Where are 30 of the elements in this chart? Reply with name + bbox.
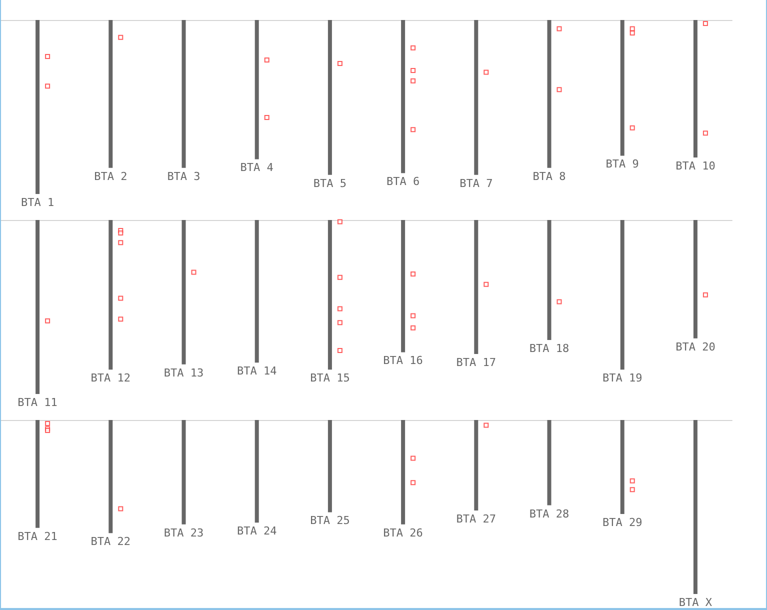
x-tick-label: BTA 21 bbox=[18, 530, 58, 543]
x-tick-label: BTA 7 bbox=[460, 176, 493, 190]
x-tick-label: BTA 28 bbox=[529, 507, 570, 520]
x-tick-label: BTA 15 bbox=[310, 372, 350, 385]
x-tick-label: BTA 13 bbox=[164, 366, 204, 380]
x-tick-label: BTA 29 bbox=[602, 516, 642, 529]
x-tick-label: BTA 14 bbox=[236, 364, 278, 378]
x-tick-label: BTA 8 bbox=[532, 170, 566, 183]
x-tick-label: BTA 10 bbox=[676, 159, 716, 172]
x-tick-label: BTA 23 bbox=[164, 526, 204, 540]
x-tick-label: BTA 6 bbox=[386, 175, 420, 188]
x-tick-label: BTA 25 bbox=[310, 514, 350, 528]
x-tick-label: BTA 17 bbox=[456, 356, 496, 369]
x-tick-label: BTA 22 bbox=[90, 535, 131, 548]
x-tick-label: BTA 27 bbox=[456, 512, 496, 526]
x-tick-label: BTA 24 bbox=[236, 524, 278, 538]
x-tick-label: BTA 1 bbox=[20, 196, 54, 209]
x-tick-label: BTA 16 bbox=[383, 354, 423, 368]
x-tick-label: BTA 12 bbox=[90, 372, 131, 385]
x-tick-label: BTA 9 bbox=[606, 158, 639, 171]
x-tick-label: BTA 26 bbox=[383, 526, 423, 540]
x-tick-label: BTA 18 bbox=[529, 342, 570, 356]
x-tick-label: BTA X bbox=[678, 596, 712, 609]
x-tick-label: BTA 20 bbox=[676, 340, 716, 354]
x-tick-label: BTA 4 bbox=[240, 161, 274, 174]
x-tick-label: BTA 19 bbox=[602, 372, 642, 385]
x-tick-label: BTA 3 bbox=[167, 170, 200, 183]
x-tick-label: BTA 5 bbox=[313, 176, 347, 190]
x-tick-label: BTA 2 bbox=[94, 170, 128, 183]
x-tick-label: BTA 11 bbox=[18, 396, 58, 409]
